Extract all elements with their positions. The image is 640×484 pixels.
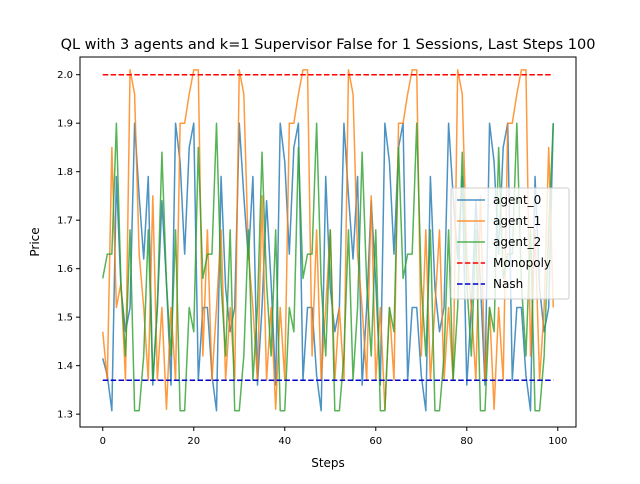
- legend-entry-label: agent_1: [493, 214, 541, 228]
- y-axis: 1.3 1.4 1.5 1.6 1.7 1.8 1.9 2.0: [57, 70, 80, 421]
- legend-entry-label: agent_2: [493, 235, 541, 249]
- x-tick-label: 40: [278, 436, 291, 447]
- series-line-agent-2: [102, 122, 554, 412]
- y-tick-label: 1.8: [57, 167, 73, 178]
- legend: agent_0 agent_1 agent_2 Monopoly Nash: [450, 187, 570, 300]
- y-tick-label: 1.5: [57, 313, 73, 324]
- x-tick-label: 0: [100, 436, 106, 447]
- y-tick-label: 1.9: [57, 119, 73, 130]
- legend-entry-label: Nash: [493, 277, 523, 291]
- y-tick-label: 1.7: [57, 216, 73, 227]
- chart-title: QL with 3 agents and k=1 Supervisor Fals…: [61, 37, 596, 53]
- y-tick-label: 1.3: [57, 410, 73, 421]
- x-tick-label: 100: [548, 436, 567, 447]
- legend-box: [450, 187, 570, 300]
- x-tick-label: 60: [369, 436, 382, 447]
- x-tick-label: 80: [460, 436, 473, 447]
- y-axis-label: Price: [28, 227, 42, 256]
- legend-entry-label: Monopoly: [493, 256, 551, 270]
- legend-entry-label: agent_0: [493, 193, 541, 207]
- plot-frame: [79, 56, 577, 428]
- x-tick-label: 20: [187, 436, 200, 447]
- y-tick-label: 2.0: [57, 70, 73, 81]
- y-tick-label: 1.4: [57, 361, 73, 372]
- x-axis-label: Steps: [311, 456, 345, 470]
- x-axis: 0 20 40 60 80 100: [100, 427, 567, 447]
- y-tick-label: 1.6: [57, 264, 73, 275]
